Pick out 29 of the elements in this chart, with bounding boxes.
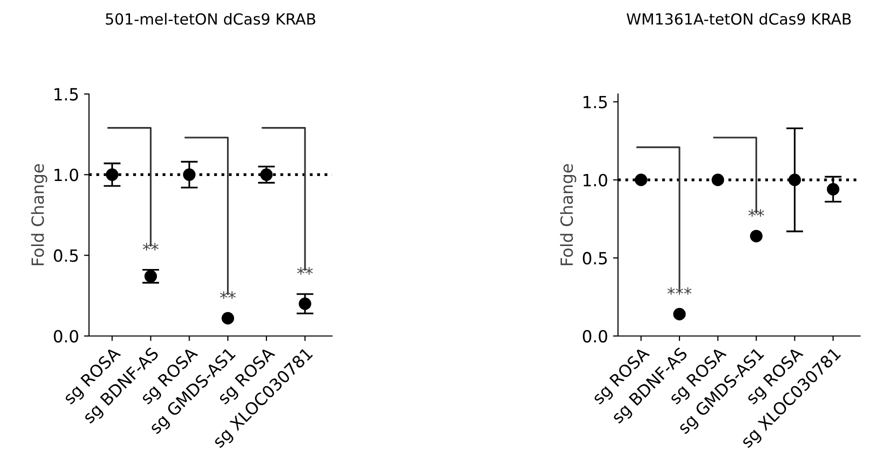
point [144,270,157,283]
point [712,174,724,186]
point [298,297,312,310]
chart-title: WM1361A-tetON dCas9 KRAB [626,12,851,25]
chart-title: 501-mel-tetON dCas9 KRAB [106,12,316,25]
point [222,312,234,325]
annotation: ** [297,267,313,275]
y-tick-label: 1.0 [54,168,78,182]
point [634,174,648,186]
annotation: ** [748,209,764,217]
y-tick-label: 1.5 [584,96,607,108]
annotation: ** [220,291,236,299]
point [826,182,840,196]
annotation: ** [142,242,159,251]
y-tick-label: 0.0 [54,330,78,343]
point [750,230,763,242]
point [673,308,686,320]
annotation: *** [667,287,692,295]
y-axis-title: Fold Change [560,164,576,266]
point [788,174,801,186]
y-tick-label: 0.5 [54,249,78,262]
y-axis-title: Fold Change [31,164,48,266]
y-tick-label: 0.0 [582,330,608,343]
y-tick-label: 1.0 [584,174,608,186]
point [260,168,273,181]
y-tick-label: 0.5 [582,252,607,265]
y-tick-label: 1.5 [54,88,78,101]
point [106,168,118,181]
point [183,168,196,181]
